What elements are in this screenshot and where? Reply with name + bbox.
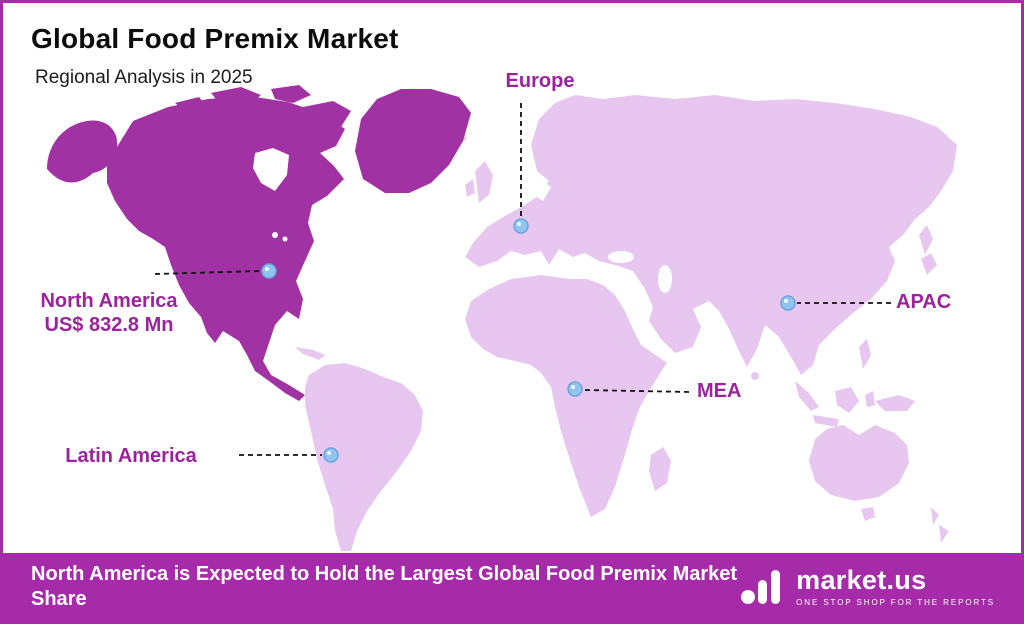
arctic-island-3: [175, 97, 207, 115]
region-label-europe: Europe: [505, 70, 575, 92]
black-sea-shape: [608, 251, 634, 263]
region-label-north-america-name: North America: [40, 290, 178, 312]
borneo-shape: [835, 387, 859, 413]
japan-north-shape: [919, 225, 933, 255]
japan-south-shape: [921, 253, 937, 275]
africa-shape: [465, 275, 667, 517]
caspian-sea-shape: [658, 265, 672, 293]
region-label-latin-america: Latin America: [65, 445, 197, 467]
region-value-north-america: US$ 832.8 Mn: [44, 314, 174, 336]
latin-america-marker-dot: [323, 447, 339, 463]
world-map: [47, 85, 957, 551]
baffin-island-shape: [303, 101, 351, 131]
great-lake-2: [282, 236, 288, 242]
south-america-shape: [305, 363, 423, 551]
alaska-shape: [47, 120, 118, 183]
uk-shape: [475, 161, 493, 203]
page-subtitle: Regional Analysis in 2025: [35, 67, 253, 88]
apac-marker-dot: [780, 295, 796, 311]
sri-lanka-shape: [751, 372, 759, 380]
region-label-apac: APAC: [896, 291, 952, 313]
brand-name: market.us: [796, 565, 927, 595]
java-shape: [813, 415, 839, 427]
eurasia-shape: [465, 95, 957, 375]
page-title: Global Food Premix Market: [31, 23, 399, 54]
sumatra-shape: [795, 381, 819, 411]
new-guinea-shape: [875, 395, 915, 411]
tasmania-shape: [861, 507, 875, 521]
brand-tagline: ONE STOP SHOP FOR THE REPORTS: [796, 598, 995, 607]
brand-text: market.us ONE STOP SHOP FOR THE REPORTS: [796, 565, 995, 608]
banner-headline: North America is Expected to Hold the La…: [31, 563, 738, 610]
hudson-bay-shape: [253, 148, 289, 191]
greenland-shape: [355, 89, 471, 193]
great-lake-1: [272, 232, 278, 238]
ireland-shape: [465, 179, 475, 197]
australia-shape: [809, 425, 909, 501]
arctic-island-1: [211, 87, 261, 107]
brand-block: market.us ONE STOP SHOP FOR THE REPORTS: [740, 567, 995, 607]
footer-banner: North America is Expected to Hold the La…: [3, 553, 1021, 621]
region-label-mea: MEA: [697, 380, 742, 402]
north-america-marker-dot: [261, 263, 277, 279]
caribbean-shape: [295, 347, 325, 360]
arctic-island-2: [271, 85, 311, 103]
new-zealand-south-shape: [939, 525, 949, 543]
marketus-logo-icon: [741, 570, 781, 604]
mea-marker-dot: [567, 381, 583, 397]
baltic-sea-shape: [531, 179, 551, 201]
madagascar-shape: [649, 447, 671, 491]
sulawesi-shape: [865, 391, 875, 407]
region-label-north-america: North America US$ 832.8 Mn: [11, 289, 207, 337]
europe-marker-dot: [513, 218, 529, 234]
new-zealand-north-shape: [931, 507, 939, 525]
philippines-shape: [859, 339, 871, 369]
